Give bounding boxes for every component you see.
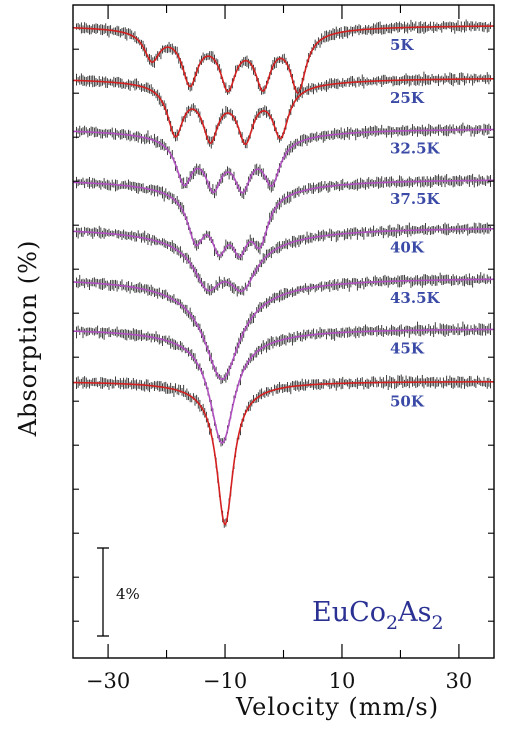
temperature-label-40K: 40K [390, 238, 425, 256]
temperature-label-25K: 25K [390, 89, 425, 107]
y-axis-title: Absorption (%) [14, 240, 42, 438]
x-axis-title: Velocity (mm/s) [235, 693, 439, 721]
temperature-label-43.5K: 43.5K [390, 289, 441, 307]
tick-layer: −30 −10 10 30 [73, 5, 494, 693]
fit-line-50K [72, 380, 494, 526]
series-45K [72, 321, 494, 447]
series-25K [72, 71, 494, 149]
temperature-label-5K: 5K [390, 36, 414, 54]
x-tick-label: −10 [203, 669, 247, 693]
series-50K [72, 374, 494, 528]
series-37.5K [72, 173, 494, 261]
label-layer: 5K 25K 32.5K 37.5K 40K 43.5K 45K 50K [390, 36, 441, 410]
series-43.5K [72, 272, 495, 385]
data-points-50K [76, 374, 491, 528]
fit-line-45K [72, 328, 494, 444]
fit-line-37.5K [72, 179, 494, 258]
series-40K [72, 222, 495, 297]
temperature-label-32.5K: 32.5K [390, 139, 441, 157]
temperature-label-37.5K: 37.5K [390, 190, 441, 208]
fit-line-25K [72, 78, 494, 146]
fit-line-32.5K [72, 128, 495, 194]
data-points-37.5K [76, 173, 491, 261]
scale-bar: 4% [97, 547, 140, 637]
fit-line-5K [72, 25, 495, 94]
scale-bar-label: 4% [116, 585, 140, 603]
data-layer [72, 19, 495, 528]
x-tick-label: −30 [86, 669, 130, 693]
series-32.5K [72, 122, 495, 200]
fit-line-40K [72, 228, 495, 293]
fit-line-43.5K [72, 278, 495, 380]
x-tick-label: 10 [329, 669, 356, 693]
compound-label: EuCo2As2 [312, 597, 444, 634]
temperature-label-45K: 45K [390, 340, 425, 358]
temperature-label-50K: 50K [390, 392, 425, 410]
x-tick-label: 30 [446, 669, 473, 693]
